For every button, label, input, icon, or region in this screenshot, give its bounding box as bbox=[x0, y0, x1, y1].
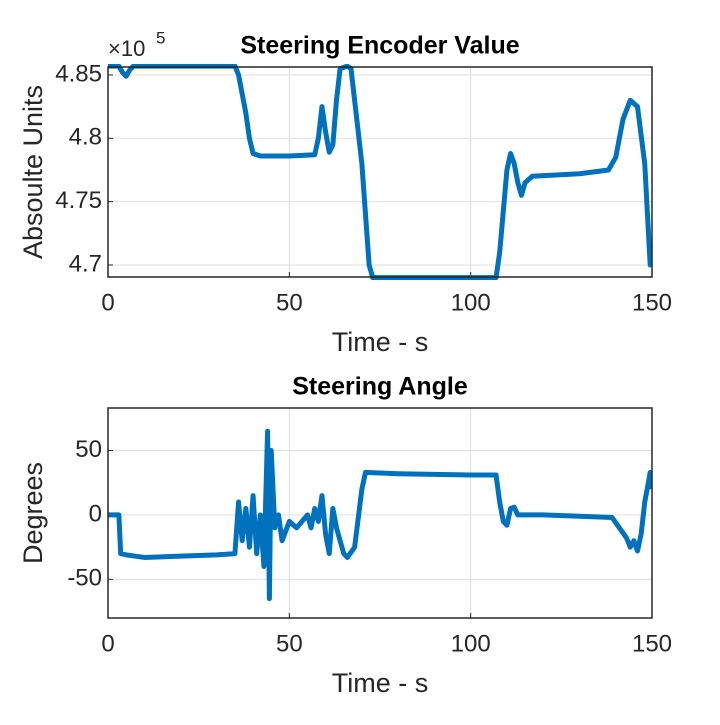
y-tick-label: 4.75 bbox=[55, 187, 102, 214]
data-line bbox=[108, 64, 652, 280]
y-tick-label: 4.85 bbox=[55, 60, 102, 87]
x-tick-label: 100 bbox=[451, 289, 491, 316]
axes-box bbox=[107, 66, 653, 278]
chart-title: Steering Angle bbox=[292, 373, 468, 401]
y-tick-label: 0 bbox=[89, 500, 102, 527]
x-tick-label: 50 bbox=[276, 630, 303, 657]
plot-area bbox=[108, 67, 652, 277]
x-axis-label: Time - s bbox=[332, 668, 429, 698]
y-tick-label: -50 bbox=[67, 565, 102, 592]
x-tick-label: 100 bbox=[451, 630, 491, 657]
x-tick-label: 50 bbox=[276, 289, 303, 316]
x-tick-label: 0 bbox=[101, 289, 114, 316]
data-line bbox=[108, 428, 652, 602]
plot-area bbox=[108, 408, 652, 618]
chart-title: Steering Encoder Value bbox=[240, 32, 519, 60]
y-axis-label: Absoulte Units bbox=[18, 85, 48, 259]
y-tick-label: 4.8 bbox=[69, 124, 102, 151]
y-tick-label: 50 bbox=[75, 436, 102, 463]
x-tick-label: 0 bbox=[101, 630, 114, 657]
x-tick-label: 150 bbox=[632, 289, 672, 316]
x-tick-label: 150 bbox=[632, 630, 672, 657]
y-axis-label: Degrees bbox=[18, 462, 48, 564]
y-tick-label: 4.7 bbox=[69, 250, 102, 277]
axes-box bbox=[107, 407, 653, 619]
y-exponent-power: 5 bbox=[156, 28, 165, 47]
x-axis-label: Time - s bbox=[332, 327, 429, 357]
y-exponent-base: ×10 bbox=[108, 36, 145, 61]
